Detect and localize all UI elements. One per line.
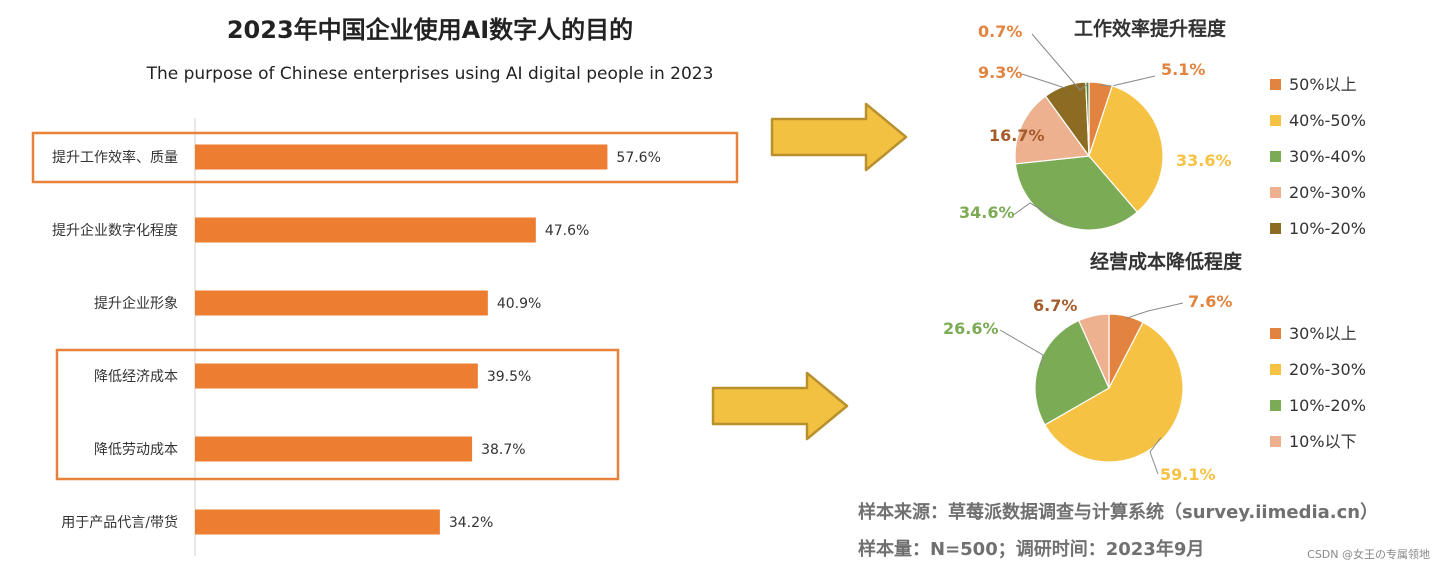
category-label: 降低经济成本: [94, 369, 178, 385]
leader-line: [1021, 73, 1066, 89]
pie-slice: [1085, 81, 1090, 157]
highlight-box: [31, 131, 739, 184]
bar: [195, 509, 440, 535]
slice-value-label: 33.6%: [1176, 151, 1232, 170]
legend-label: 50%以上: [1289, 75, 1357, 94]
leader-line: [1011, 202, 1063, 224]
legend-label: 30%以上: [1289, 324, 1357, 343]
bar-chart: 57.6% 提升工作效率、质量 47.6% 提升企业数字化程度 40.9% 提升企业形象 3…: [31, 118, 739, 556]
bar-value-label: 38.7%: [481, 442, 525, 458]
right-arrow-icon: [711, 371, 849, 441]
pie-slice: [1014, 155, 1139, 231]
pie-slice: [1014, 95, 1091, 165]
legend-swatch: [1270, 223, 1281, 234]
category-label: 提升企业数字化程度: [52, 222, 178, 239]
page-subtitle: The purpose of Chinese enterprises using…: [146, 64, 714, 84]
pie-title: 经营成本降低程度: [1090, 250, 1243, 273]
bar: [195, 436, 473, 462]
slice-value-label: 26.6%: [943, 319, 999, 338]
source-note: 样本来源：草莓派数据调查与计算系统（survey.iimedia.cn）: [858, 501, 1378, 523]
leader-line: [1149, 437, 1162, 475]
legend-swatch: [1270, 400, 1281, 411]
bar: [195, 290, 488, 316]
arrows: [711, 102, 908, 441]
legend-label: 20%-30%: [1289, 183, 1366, 202]
category-label: 提升工作效率、质量: [52, 149, 178, 166]
bar-value-label: 39.5%: [487, 369, 531, 385]
slice-value-label: 9.3%: [978, 63, 1022, 82]
legend-swatch: [1270, 115, 1281, 126]
legend-label: 10%-20%: [1289, 396, 1366, 415]
pie-chart-efficiency: 工作效率提升程度 5.1% 33.6% 34.6% 16.7% 9.3% 0.7% 50%以上…: [959, 17, 1366, 238]
sample-note: 样本量：N=500；调研时间：2023年9月: [858, 538, 1204, 560]
legend-label: 10%-20%: [1289, 219, 1366, 238]
category-label: 用于产品代言/带货: [61, 514, 178, 531]
slice-value-label: 7.6%: [1188, 292, 1232, 311]
pie-slice: [1044, 321, 1184, 463]
bar-value-label: 34.2%: [449, 515, 493, 531]
slice-value-label: 0.7%: [978, 22, 1022, 41]
slice-value-label: 34.6%: [959, 203, 1015, 222]
legend-label: 10%以下: [1289, 432, 1357, 451]
bar-value-label: 40.9%: [497, 296, 541, 312]
legend-swatch: [1270, 187, 1281, 198]
bar-value-label: 57.6%: [616, 150, 660, 166]
pie-slice: [1088, 85, 1164, 213]
right-arrow-icon: [770, 102, 908, 172]
bar: [195, 363, 478, 389]
legend-swatch: [1270, 79, 1281, 90]
legend-swatch: [1270, 364, 1281, 375]
legend-label: 30%-40%: [1289, 147, 1366, 166]
bar: [195, 217, 536, 243]
legend-swatch: [1270, 328, 1281, 339]
legend-label: 20%-30%: [1289, 360, 1366, 379]
category-label: 降低劳动成本: [94, 442, 178, 458]
slice-value-label: 16.7%: [989, 126, 1045, 145]
leader-line: [999, 329, 1044, 366]
pie-title: 工作效率提升程度: [1074, 17, 1227, 40]
leader-line: [1125, 302, 1184, 319]
leader-line: [1031, 33, 1088, 91]
legend-swatch: [1270, 151, 1281, 162]
category-label: 提升企业形象: [94, 295, 178, 312]
legend-swatch: [1270, 436, 1281, 447]
bar: [195, 144, 608, 170]
slice-value-label: 59.1%: [1160, 465, 1216, 484]
slice-value-label: 5.1%: [1161, 60, 1205, 79]
pie-slice: [1077, 313, 1110, 389]
highlight-box: [55, 348, 620, 481]
pie-chart-cost: 经营成本降低程度 7.6% 59.1% 26.6% 6.7% 30%以上 20%-30% 10…: [943, 250, 1366, 484]
slice-value-label: 6.7%: [1033, 296, 1077, 315]
bar-value-label: 47.6%: [545, 223, 589, 239]
page-title: 2023年中国企业使用AI数字人的目的: [227, 16, 633, 44]
pie-slice: [1034, 319, 1110, 426]
watermark: CSDN @女王の专属领地: [1307, 547, 1430, 561]
legend-label: 40%-50%: [1289, 111, 1366, 130]
